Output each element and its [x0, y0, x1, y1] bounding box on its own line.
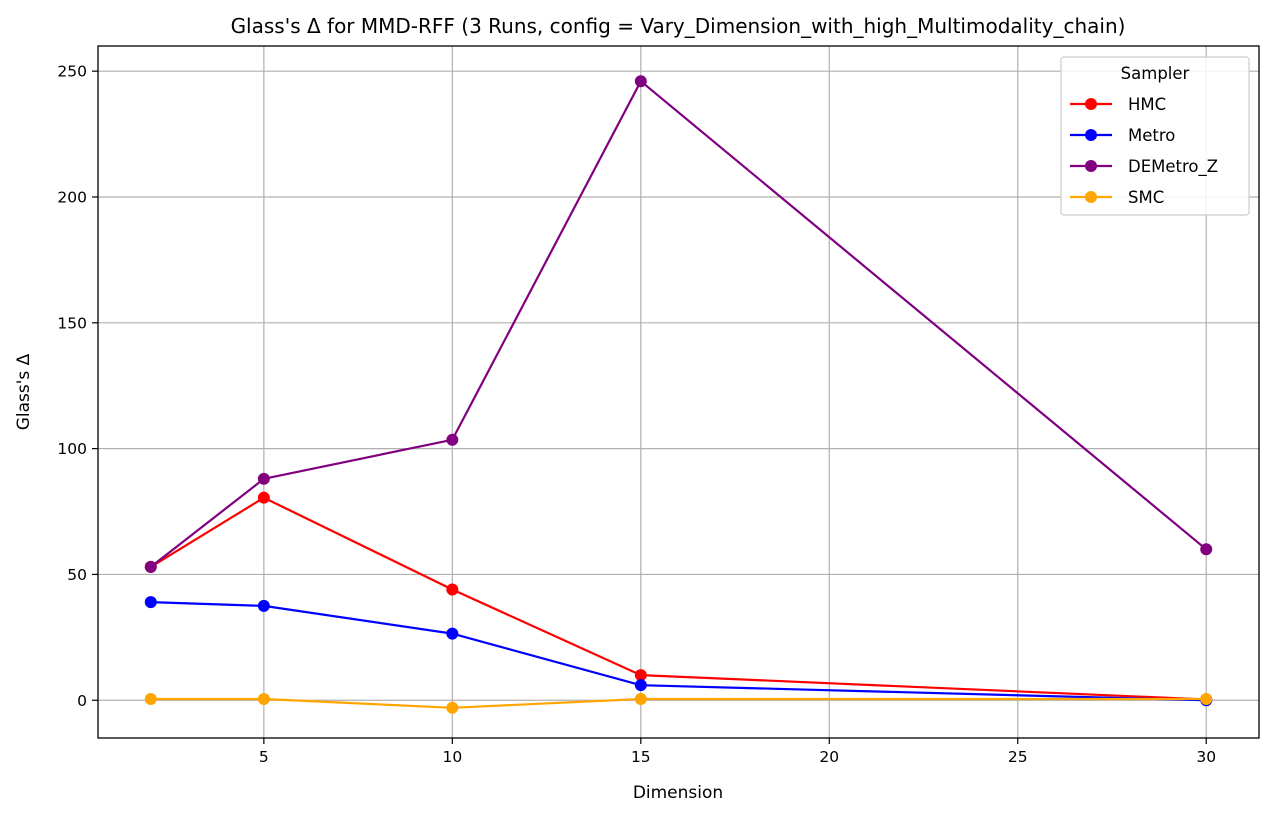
x-tick-label: 5 [259, 748, 269, 766]
legend-item: HMC [1070, 95, 1166, 114]
legend-item: SMC [1070, 188, 1164, 207]
series-smc [144, 692, 1213, 714]
y-tick-label: 0 [77, 692, 87, 710]
data-point [634, 75, 647, 88]
legend-swatch-marker [1085, 129, 1097, 141]
legend: Sampler HMC Metro DEMetro_Z SMC [1060, 56, 1250, 216]
data-point [144, 692, 157, 705]
x-tick-label: 25 [1008, 748, 1028, 766]
plot-area [144, 75, 1213, 714]
legend-item: Metro [1070, 126, 1175, 145]
y-tick-label: 150 [57, 314, 87, 332]
data-point [1200, 543, 1213, 556]
y-axis-label: Glass's Δ [14, 353, 34, 430]
data-point [144, 596, 157, 609]
series-metro [144, 596, 1213, 707]
data-point [257, 491, 270, 504]
data-point [257, 599, 270, 612]
series-line [150, 496, 1207, 701]
x-tick-label: 30 [1196, 748, 1216, 766]
data-point [634, 669, 647, 682]
x-tick-label: 15 [631, 748, 651, 766]
axes-frame [97, 45, 1260, 739]
y-axis-ticks: 0 50 100 150 200 250 [57, 63, 98, 710]
data-point [446, 583, 459, 596]
legend-label: Metro [1128, 126, 1175, 145]
x-tick-label: 20 [819, 748, 839, 766]
data-point [446, 627, 459, 640]
data-point [446, 701, 459, 714]
legend-box [1060, 56, 1250, 216]
data-point [257, 472, 270, 485]
legend-swatch-marker [1085, 98, 1097, 110]
series-hmc [144, 491, 1213, 706]
data-point [446, 433, 459, 446]
legend-swatch-marker [1085, 191, 1097, 203]
y-tick-label: 200 [57, 188, 87, 206]
series-line [150, 80, 1207, 568]
data-point [144, 560, 157, 573]
x-tick-label: 10 [442, 748, 462, 766]
data-point [257, 692, 270, 705]
data-point [634, 692, 647, 705]
legend-label: HMC [1128, 95, 1166, 114]
y-tick-label: 100 [57, 440, 87, 458]
x-axis-label: Dimension [633, 783, 723, 803]
series-demetro_z [144, 75, 1213, 573]
x-axis-ticks: 5 10 15 20 25 30 [259, 738, 1216, 766]
y-tick-label: 50 [67, 566, 87, 584]
data-point [1200, 692, 1213, 705]
data-point [634, 679, 647, 692]
y-tick-label: 250 [57, 63, 87, 81]
legend-label: DEMetro_Z [1128, 157, 1218, 177]
chart-title: Glass's Δ for MMD-RFF (3 Runs, config = … [231, 14, 1126, 38]
legend-label: SMC [1128, 188, 1164, 207]
legend-swatch-marker [1085, 160, 1097, 172]
legend-title: Sampler [1121, 64, 1190, 83]
series-line [150, 601, 1207, 702]
legend-item: DEMetro_Z [1070, 157, 1218, 177]
